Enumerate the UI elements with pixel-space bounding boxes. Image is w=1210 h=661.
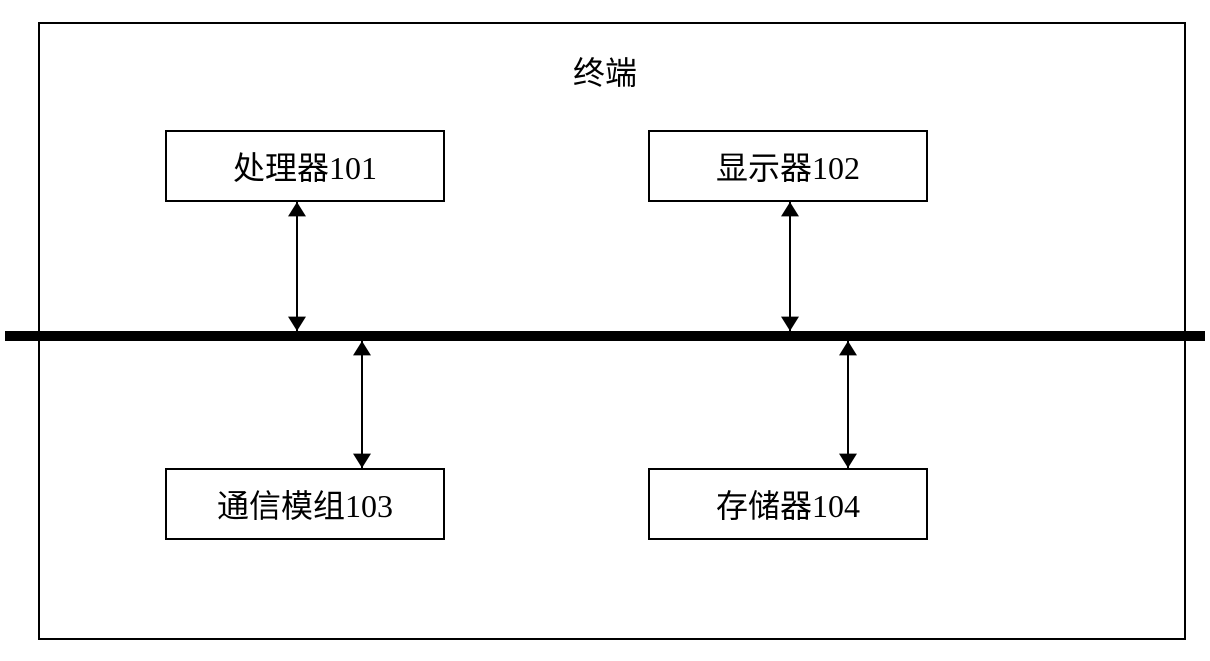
node-label: 显示器102 bbox=[716, 143, 860, 189]
diagram-canvas: 终端 处理器101 显示器102 通信模组103 存储器104 bbox=[0, 0, 1210, 661]
node-label: 存储器104 bbox=[716, 481, 860, 527]
node-processor: 处理器101 bbox=[165, 130, 445, 202]
node-label: 处理器101 bbox=[233, 143, 377, 189]
node-label: 通信模组103 bbox=[217, 481, 393, 527]
diagram-title: 终端 bbox=[573, 48, 637, 94]
node-comm-module: 通信模组103 bbox=[165, 468, 445, 540]
system-bus bbox=[5, 331, 1205, 341]
node-display: 显示器102 bbox=[648, 130, 928, 202]
node-storage: 存储器104 bbox=[648, 468, 928, 540]
